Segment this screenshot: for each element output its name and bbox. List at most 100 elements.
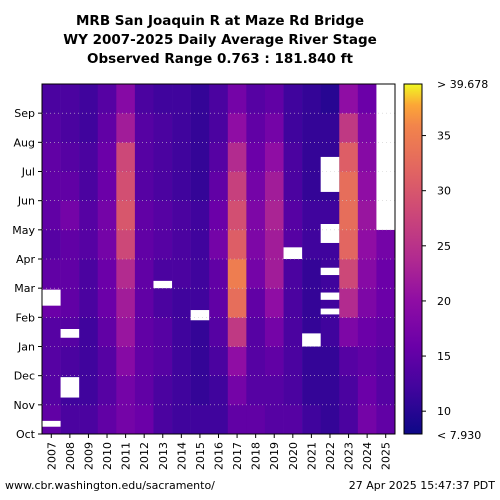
cell-2023-aug	[339, 113, 359, 143]
x-tick-label-2009: 2009	[82, 442, 95, 470]
x-tick-label-2018: 2018	[250, 442, 263, 470]
cell-2024-aug	[357, 113, 377, 143]
cell-2010-sep	[97, 84, 117, 114]
cell-2015-jul	[190, 142, 210, 172]
missing-data-2008-2	[60, 377, 80, 398]
cell-2021-aug	[302, 113, 321, 143]
cell-2023-dec	[339, 346, 359, 376]
cell-2012-oct	[134, 404, 154, 435]
cell-2019-may	[264, 200, 284, 231]
missing-data-2022-8	[320, 156, 340, 192]
cell-2023-nov	[339, 375, 359, 406]
cell-2018-jan	[246, 317, 266, 347]
cell-2013-jun	[153, 171, 173, 201]
cell-2016-feb	[209, 288, 229, 318]
cell-2014-dec	[172, 346, 191, 376]
cell-2025-oct	[376, 404, 396, 435]
y-tick-label-jul: Jul	[21, 166, 35, 179]
cell-2024-apr	[357, 229, 377, 260]
cell-2016-dec	[209, 346, 229, 376]
cell-2019-mar	[264, 259, 284, 289]
colorbar-gradient	[403, 83, 423, 435]
cell-2011-jul	[116, 142, 136, 172]
cell-2016-jul	[209, 142, 229, 172]
x-tick-label-2022: 2022	[324, 442, 337, 470]
cell-2015-mar	[190, 259, 210, 289]
cell-2016-apr	[209, 229, 229, 260]
cell-2007-mar	[42, 259, 61, 289]
colorbar: 10 15 20 25 30 35 > 39.678 < 7.930	[403, 78, 488, 442]
cell-2010-mar	[97, 259, 117, 289]
cell-2009-may	[79, 200, 99, 231]
missing-data-2022-9	[320, 224, 340, 243]
cell-2017-jul	[227, 142, 247, 172]
cell-2023-oct	[339, 404, 359, 435]
cell-2009-jul	[79, 142, 99, 172]
cell-2011-apr	[116, 229, 136, 260]
cell-2013-may	[153, 200, 173, 231]
colorbar-tick-label-10: 10	[437, 405, 451, 418]
cell-2007-sep	[42, 84, 61, 114]
cell-2018-sep	[246, 84, 266, 114]
y-tick-label-nov: Nov	[14, 399, 36, 412]
y-axis-months: Oct Nov Dec Jan Feb Mar Apr May Jun Jul Aug Sep	[12, 107, 42, 441]
cell-2018-apr	[246, 229, 266, 260]
cell-2016-oct	[209, 404, 229, 435]
cell-2023-jun	[339, 171, 359, 201]
cell-2022-oct	[320, 404, 340, 435]
cell-2007-aug	[42, 113, 61, 143]
cell-2011-may	[116, 200, 136, 231]
cell-2020-feb	[283, 288, 303, 318]
y-tick-label-apr: Apr	[16, 253, 36, 266]
cell-2009-sep	[79, 84, 99, 114]
cell-2010-nov	[97, 375, 117, 406]
cell-2021-nov	[302, 375, 321, 406]
cell-2024-jun	[357, 171, 377, 201]
cell-2009-apr	[79, 229, 99, 260]
cell-2008-mar	[60, 259, 80, 289]
cell-2012-mar	[134, 259, 154, 289]
x-tick-label-2020: 2020	[287, 442, 300, 470]
cell-2020-sep	[283, 84, 303, 114]
y-tick-label-feb: Feb	[16, 311, 35, 324]
x-tick-label-2016: 2016	[213, 442, 226, 470]
cell-2014-may	[172, 200, 191, 231]
y-tick-label-mar: Mar	[14, 282, 35, 295]
cell-2020-jan	[283, 317, 303, 347]
missing-data-2013-4	[153, 280, 173, 289]
missing-data-2022-11	[320, 292, 340, 300]
cell-2017-aug	[227, 113, 247, 143]
cell-2012-jan	[134, 317, 154, 347]
cell-2007-may	[42, 200, 61, 231]
cell-2008-feb	[60, 288, 80, 318]
cell-2017-jun	[227, 171, 247, 201]
cell-2017-oct	[227, 404, 247, 435]
cell-2021-dec	[302, 346, 321, 376]
colorbar-top-label: > 39.678	[437, 78, 488, 91]
cell-2007-oct	[42, 404, 61, 435]
chart-title-line-2: WY 2007-2025 Daily Average River Stage	[63, 32, 377, 48]
cell-2009-dec	[79, 346, 99, 376]
cell-2007-jun	[42, 171, 61, 201]
cell-2014-jan	[172, 317, 191, 347]
x-tick-label-2019: 2019	[268, 442, 281, 470]
missing-data-2025-13	[376, 84, 395, 230]
missing-data-2007-1	[42, 289, 61, 306]
gridlines	[42, 112, 395, 406]
cell-2025-nov	[376, 375, 396, 406]
cell-2014-feb	[172, 288, 191, 318]
missing-data-2020-6	[283, 247, 303, 259]
cell-2011-aug	[116, 113, 136, 143]
y-tick-label-may: May	[12, 224, 35, 237]
cell-2008-jun	[60, 171, 80, 201]
cell-2023-jan	[339, 317, 359, 347]
cell-2007-apr	[42, 229, 61, 260]
x-tick-label-2024: 2024	[361, 442, 374, 470]
x-tick-label-2012: 2012	[138, 442, 151, 470]
cell-2020-jul	[283, 142, 303, 172]
cell-2024-nov	[357, 375, 377, 406]
cell-2022-may	[320, 200, 340, 231]
missing-data-2008-3	[60, 329, 80, 338]
cell-2015-oct	[190, 404, 210, 435]
cell-2019-sep	[264, 84, 284, 114]
